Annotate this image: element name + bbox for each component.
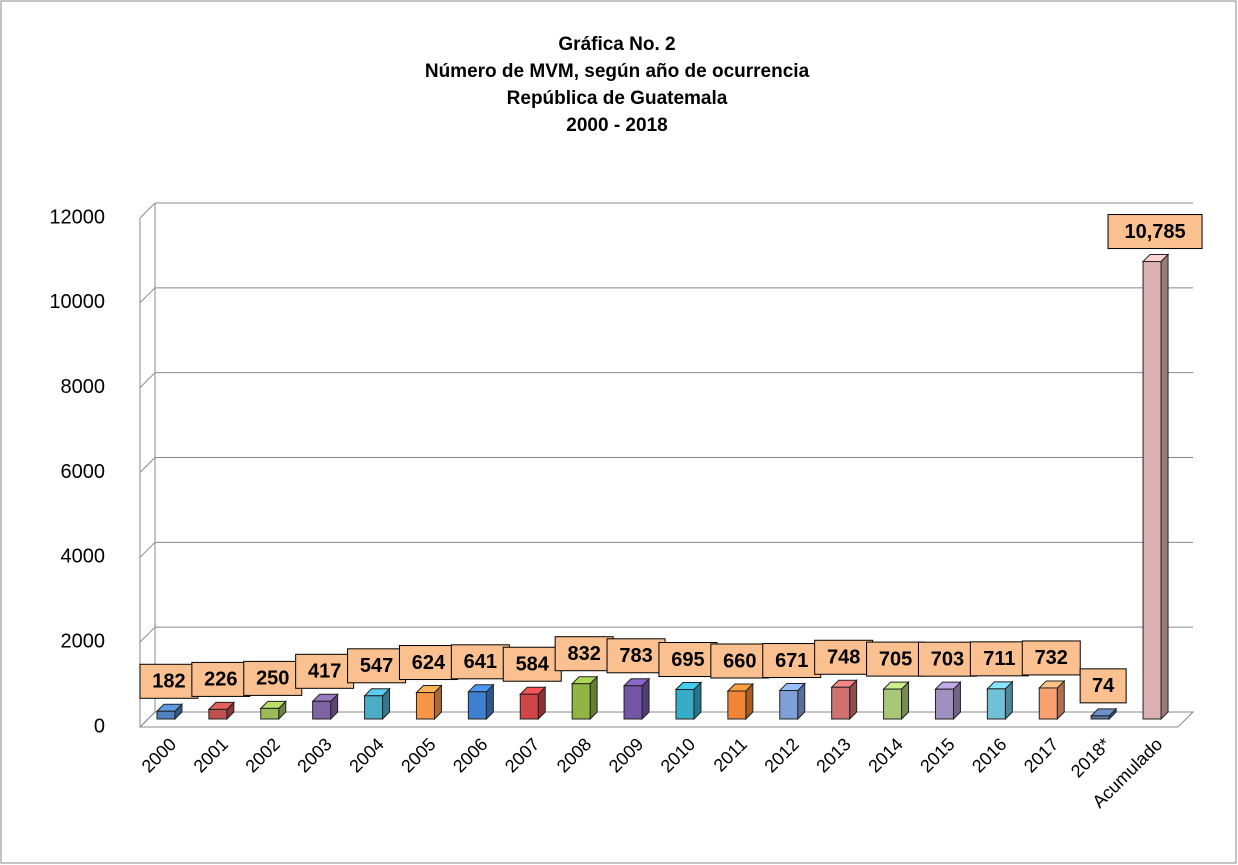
value-label-box [1107,214,1203,250]
value-label: 250 [256,668,289,690]
value-label: 732 [1035,647,1068,669]
value-label-box [398,645,458,681]
bar [883,688,903,720]
bar [312,700,332,720]
y-tick-label: 10000 [49,291,105,313]
bar [675,689,695,720]
value-label: 182 [152,671,185,693]
floor [138,711,1195,728]
value-label: 10,785 [1124,221,1185,243]
y-tick-label: 8000 [61,376,106,398]
value-label-box [762,643,822,679]
bar [208,708,228,720]
grid-line [139,541,156,558]
bar [986,688,1006,720]
value-label: 417 [308,661,341,683]
bar [727,690,747,720]
value-label-box [347,648,407,684]
grid-line [139,287,156,304]
grid-line [139,372,156,389]
value-label: 711 [983,648,1015,670]
bar [623,685,643,720]
y-tick-label: 2000 [61,630,106,652]
bar [1090,715,1110,720]
chart-title: 2000 - 2018 [566,115,667,136]
value-label: 74 [1092,675,1115,697]
y-tick-label: 4000 [61,546,106,568]
value-label-box [243,660,303,696]
value-label-box [866,641,926,677]
value-label: 695 [671,649,704,671]
value-label-box [917,641,977,677]
value-label-box [450,644,510,680]
value-label: 705 [879,648,912,670]
chart-title: República de Guatemala [507,88,728,109]
value-label-box [1079,668,1127,704]
value-label: 226 [204,669,237,691]
value-label-box [502,646,562,682]
bar [364,695,384,720]
chart-title: Número de MVM, según año de ocurrencia [425,61,810,82]
bar [779,690,799,720]
value-label: 671 [775,650,808,672]
grid-line [139,457,156,473]
bar [519,693,539,720]
value-label: 832 [567,643,600,665]
grid-line [139,626,156,643]
bar [415,692,435,720]
value-label-box [295,653,355,689]
value-label: 703 [931,648,964,670]
bar [1142,261,1162,720]
bar [831,686,851,720]
y-tick-label: 0 [94,715,105,737]
value-label-box [191,661,251,697]
grid-line [139,202,156,219]
chart-title: Gráfica No. 2 [558,34,675,55]
value-label: 748 [827,647,860,669]
value-label: 584 [516,654,550,676]
value-label-box [658,642,718,678]
value-label-box [969,641,1029,677]
value-label-box [710,643,770,679]
value-label: 547 [360,655,393,677]
y-tick-label: 12000 [49,206,105,228]
value-label: 624 [412,652,446,674]
bar [156,710,176,720]
bar [1038,687,1058,720]
value-label-box [606,638,666,674]
bar [467,691,487,720]
bar [260,707,280,720]
value-label: 660 [723,650,756,672]
bar [934,688,954,720]
y-tick-label: 6000 [61,461,106,483]
bar [571,683,591,720]
value-label: 783 [619,645,652,667]
bar-side [1160,253,1169,721]
value-label-box [1021,640,1081,676]
value-label: 641 [464,651,497,673]
